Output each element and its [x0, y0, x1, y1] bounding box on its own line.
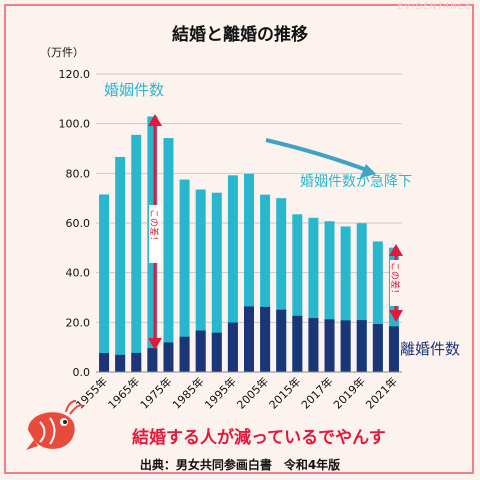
gap-marker-right: この差！: [389, 244, 403, 322]
x-tick-label: 1975年: [137, 374, 174, 411]
y-tick-label: 120.0: [59, 68, 91, 81]
gap-label-left: この差！: [148, 209, 160, 245]
x-tick-label: 2021年: [363, 374, 400, 411]
marriage-bar: [163, 138, 174, 372]
divorce-bar: [211, 332, 222, 372]
marriage-bar: [356, 223, 367, 372]
watermark: EVIDENTANCE: [397, 2, 472, 12]
y-tick-label: 40.0: [66, 267, 91, 280]
divorce-bar: [324, 319, 335, 372]
marriage-bar: [388, 247, 399, 372]
marriage-bar: [115, 156, 126, 372]
marriage-bar: [292, 214, 303, 372]
divorce-bar: [372, 324, 383, 372]
chart-border: [4, 4, 474, 474]
slogan-text: 結婚する人が減っているでやんす: [132, 428, 386, 448]
shrimp-mascot-icon: [26, 400, 84, 450]
x-tick-label: 2017年: [298, 374, 335, 411]
chart-title: 結婚と離婚の推移: [172, 24, 308, 45]
x-axis-ticks: 1955年1965年1975年1985年1995年2005年2015年2017年…: [73, 374, 400, 411]
y-tick-label: 20.0: [66, 316, 91, 329]
x-tick-label: 2015年: [266, 374, 303, 411]
x-tick-label: 1965年: [105, 374, 142, 411]
gap-marker-left: この差！: [148, 114, 162, 350]
divorce-bar: [244, 306, 254, 372]
marriage-bar: [372, 241, 383, 372]
y-axis-ticks: 0.0 20.0 40.0 60.0 80.0 100.0 120.0: [59, 68, 91, 379]
trend-label: 婚姻件数が急降下: [300, 174, 412, 190]
divorce-bar: [308, 318, 319, 372]
y-tick-label: 60.0: [66, 217, 91, 230]
divorce-bar: [195, 330, 206, 372]
marriage-bar: [260, 194, 271, 372]
trend-arrow: [265, 138, 373, 174]
y-tick-label: 100.0: [59, 118, 91, 131]
y-tick-label: 80.0: [66, 167, 91, 180]
x-tick-label: 2005年: [234, 374, 271, 411]
divorce-bar: [227, 322, 238, 372]
marriage-bar: [340, 226, 351, 372]
divorce-bar: [260, 306, 271, 372]
divorce-bar: [292, 315, 303, 372]
marriage-bar: [244, 173, 254, 372]
marriage-series-label: 婚姻件数: [104, 81, 164, 99]
divorce-series-label: 離婚件数: [400, 340, 460, 358]
divorce-bar: [99, 353, 110, 372]
x-tick-label: 1985年: [169, 374, 206, 411]
marriage-bar: [211, 192, 222, 372]
marriage-bar: [99, 194, 110, 372]
marriage-bar: [276, 198, 287, 372]
divorce-bar: [163, 342, 174, 372]
y-tick-label: 0.0: [73, 366, 91, 379]
divorce-bar: [388, 326, 399, 372]
gap-label-right: この差！: [389, 262, 401, 298]
divorce-bar: [115, 354, 126, 372]
divorce-bar: [147, 348, 158, 372]
marriage-bar: [131, 134, 142, 372]
x-tick-label: 2019年: [330, 374, 367, 411]
divorce-bar: [179, 336, 190, 372]
marriage-bar: [195, 189, 206, 372]
trend-arrowhead: [360, 164, 376, 178]
marriage-bar: [227, 175, 238, 372]
source-citation: 出典：男女共同参画白書 令和4年版: [139, 458, 341, 472]
marriage-bar: [179, 179, 190, 372]
divorce-bar: [131, 352, 142, 372]
bars: [96, 116, 402, 373]
marriage-bar: [308, 217, 319, 372]
divorce-bar: [340, 320, 351, 372]
divorce-bar: [276, 309, 287, 372]
x-tick-label: 1995年: [202, 374, 239, 411]
marriage-bar: [324, 221, 335, 372]
y-unit-label: （万件）: [40, 46, 84, 59]
divorce-bar: [356, 320, 367, 372]
